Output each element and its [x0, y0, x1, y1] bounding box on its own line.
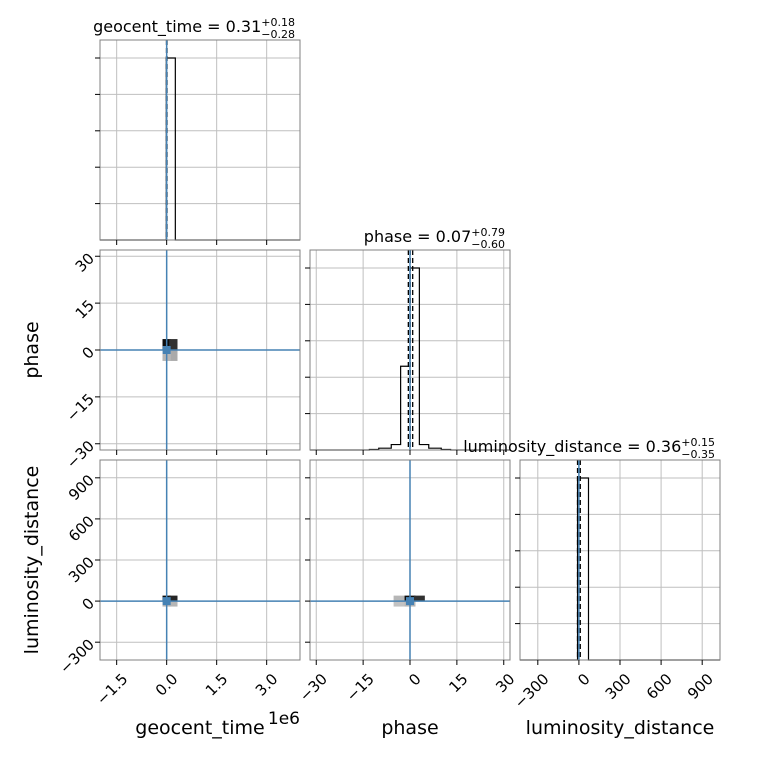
title-plus: +0.79: [471, 226, 505, 239]
xtick-label-luminosity_distance-1: 0: [574, 670, 593, 689]
density-cell-luminosity_distance-vs-geocent_time-1: [169, 595, 178, 602]
offset-label: 1e6: [268, 709, 300, 729]
panel-border-geocent_time: [99, 39, 301, 241]
xtick-label-phase-0: −30: [296, 670, 331, 705]
panel-title-geocent_time: geocent_time = 0.31+0.18: [93, 16, 295, 37]
title-prefix: geocent_time =: [93, 17, 226, 37]
xlabel-phase: phase: [381, 717, 438, 739]
title-value: 0.36: [646, 437, 682, 456]
ylabel-phase: phase: [21, 321, 43, 378]
ytick-label-phase-2: 0: [79, 343, 98, 362]
density-cell-luminosity_distance-vs-phase-3: [393, 601, 405, 607]
title-value: 0.07: [436, 227, 472, 246]
xtick-label-phase-2: 0: [405, 670, 424, 689]
panel-bg-geocent_time: [100, 40, 300, 240]
xtick-label-luminosity_distance-2: 300: [602, 670, 635, 703]
xlabel-luminosity_distance: luminosity_distance: [526, 717, 715, 739]
panel-title-phase: phase = 0.07+0.79: [364, 226, 505, 246]
density-cell-luminosity_distance-vs-phase-2: [393, 595, 405, 602]
density-cell-phase-vs-geocent_time-2: [169, 350, 178, 361]
xlabel-geocent_time: geocent_time: [135, 717, 264, 739]
truth-marker-luminosity_distance-vs-phase: [406, 597, 414, 606]
xtick-label-geocent_time-3: 3.0: [252, 670, 282, 700]
title-plus: +0.15: [681, 436, 715, 449]
density-cell-luminosity_distance-vs-phase-1: [413, 595, 425, 602]
panel-title-luminosity_distance: luminosity_distance = 0.36+0.15: [463, 436, 715, 457]
xtick-label-phase-3: 15: [445, 670, 471, 696]
ytick-label-phase-1: −15: [63, 390, 98, 425]
ytick-label-luminosity_distance-0: −300: [56, 635, 98, 677]
title-minus-phase: −0.60: [471, 238, 505, 251]
density-cell-phase-vs-geocent_time-1: [169, 339, 178, 350]
ytick-label-phase-4: 30: [72, 250, 98, 276]
title-minus-geocent_time: −0.28: [261, 28, 295, 41]
density-cell-luminosity_distance-vs-geocent_time-2: [169, 601, 178, 607]
ytick-label-luminosity_distance-1: 0: [79, 594, 98, 613]
xtick-label-geocent_time-0: −1.5: [93, 670, 131, 708]
xtick-label-luminosity_distance-4: 900: [684, 670, 717, 703]
ytick-label-phase-0: −30: [63, 437, 98, 472]
title-minus-luminosity_distance: −0.35: [681, 448, 715, 461]
truth-marker-luminosity_distance-vs-geocent_time: [162, 597, 171, 606]
ytick-label-phase-3: 15: [72, 296, 98, 322]
ylabel-luminosity_distance: luminosity_distance: [21, 466, 43, 655]
xtick-label-geocent_time-2: 1.5: [202, 670, 232, 700]
xtick-label-luminosity_distance-0: −300: [511, 670, 553, 712]
truth-marker-phase-vs-geocent_time: [162, 346, 171, 354]
xtick-label-phase-4: 30: [492, 670, 518, 696]
tick-marks: [95, 57, 703, 665]
xtick-label-luminosity_distance-3: 600: [643, 670, 676, 703]
title-value: 0.31: [226, 17, 262, 36]
xtick-label-geocent_time-1: 0.0: [152, 670, 182, 700]
ytick-label-luminosity_distance-4: 900: [65, 471, 98, 504]
xtick-label-phase-1: −15: [343, 670, 378, 705]
title-plus: +0.18: [261, 16, 295, 29]
ytick-label-luminosity_distance-3: 600: [65, 512, 98, 545]
title-prefix: phase =: [364, 227, 436, 246]
truth-lines: [100, 40, 580, 660]
ytick-label-luminosity_distance-2: 300: [65, 553, 98, 586]
title-prefix: luminosity_distance =: [463, 437, 645, 457]
